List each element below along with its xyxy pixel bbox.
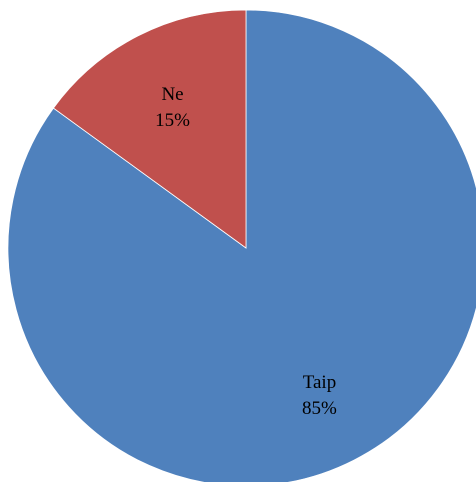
slice-category-label: Taip: [303, 372, 337, 393]
slice-category-label: Ne: [161, 84, 183, 105]
pie-slices: [8, 10, 476, 482]
slice-percent-label: 15%: [155, 110, 190, 131]
slice-percent-label: 85%: [302, 398, 337, 419]
